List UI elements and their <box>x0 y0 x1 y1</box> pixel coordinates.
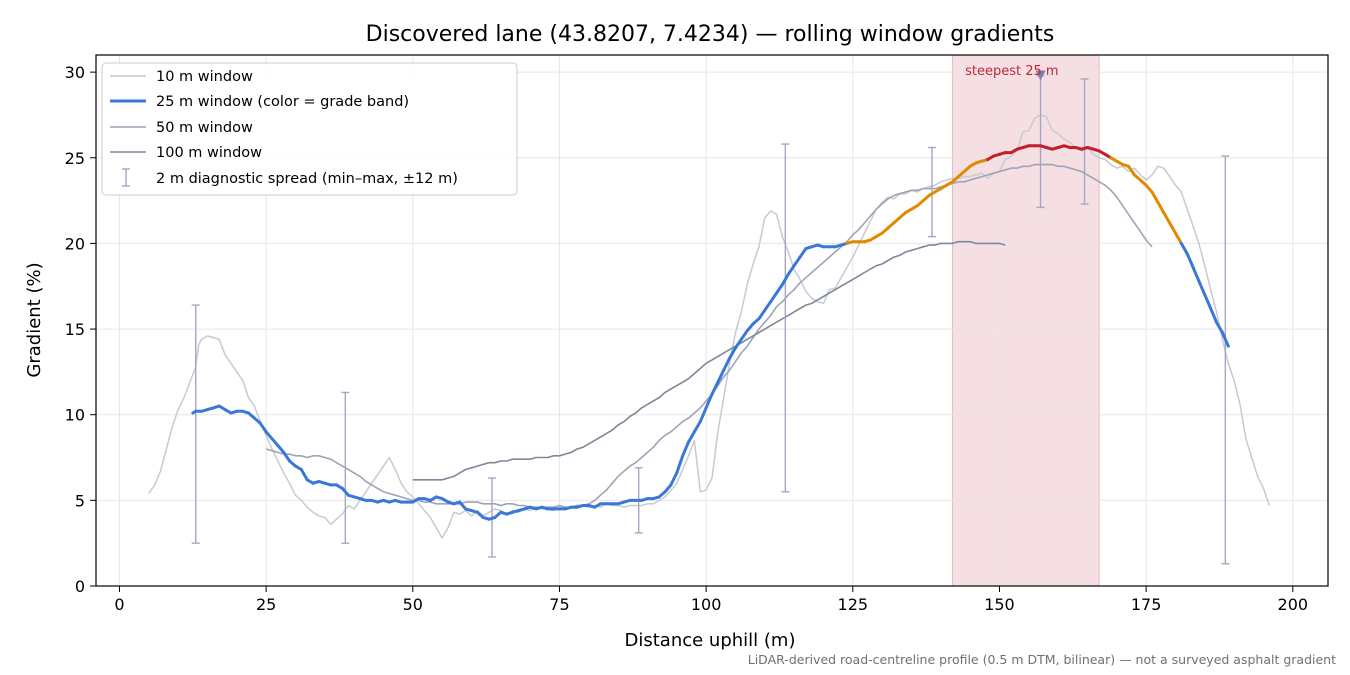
grade-band-segment <box>780 272 790 286</box>
y-axis-ticks: 0 5 10 15 20 25 30 <box>65 63 96 596</box>
grade-band-segment <box>798 247 808 259</box>
grade-band-segment <box>1191 265 1201 283</box>
grade-band-segment <box>786 264 796 276</box>
chart-title: Discovered lane (43.8207, 7.4234) — roll… <box>366 22 1055 47</box>
grade-band-segment <box>264 430 274 441</box>
grade-band-segment <box>276 444 286 454</box>
diagnostic-spread-bar <box>341 391 350 544</box>
x-tick-label: 125 <box>838 595 869 614</box>
grade-band-segment <box>1144 183 1154 194</box>
plot-frame <box>95 54 1329 587</box>
grade-band-segment <box>728 346 737 360</box>
grade-band-segment <box>1127 164 1136 177</box>
grade-band-segment <box>1220 331 1230 348</box>
diagnostic-spread-bar <box>1080 78 1089 205</box>
grade-band-segment <box>1203 293 1213 310</box>
grade-band-segment <box>722 356 732 372</box>
grade-band-segment <box>1162 211 1172 225</box>
x-tick-label: 150 <box>984 595 1015 614</box>
y-tick-label: 20 <box>65 234 85 253</box>
grade-band-segment <box>763 300 773 312</box>
grade-band-segment <box>739 329 749 341</box>
legend-swatch-diag <box>122 168 130 187</box>
plot-area: steepest 25 m <box>95 54 1329 587</box>
grade-band-segment <box>669 471 679 487</box>
grade-band-segment <box>775 283 784 295</box>
grade-band-segment <box>270 437 280 447</box>
grade-band-segment <box>282 450 292 463</box>
steepest-segment-band <box>952 54 1100 587</box>
y-tick-label: 25 <box>65 149 85 168</box>
grade-band-segment <box>716 368 726 384</box>
diagnostic-spread-bar <box>191 304 200 544</box>
grade-band-segment <box>1197 279 1207 297</box>
grade-band-segment <box>675 454 685 475</box>
grade-band-segment <box>299 468 309 482</box>
grade-band-segment <box>1215 320 1224 334</box>
grade-band-segment <box>1156 200 1166 215</box>
y-tick-label: 15 <box>65 320 85 339</box>
grade-band-segment <box>698 406 708 424</box>
legend-label-10m: 10 m window <box>156 69 253 85</box>
grade-band-segment <box>1179 241 1189 256</box>
grade-band-segment <box>258 421 268 434</box>
grade-band-segment <box>1150 190 1160 204</box>
x-tick-label: 50 <box>403 595 423 614</box>
grade-band-segment <box>1185 252 1195 269</box>
x-tick-label: 100 <box>691 595 722 614</box>
grade-band-segment <box>757 308 767 321</box>
y-tick-label: 10 <box>65 406 85 425</box>
x-tick-label: 200 <box>1278 595 1309 614</box>
x-tick-label: 25 <box>256 595 276 614</box>
series-line-100m <box>412 240 1006 481</box>
footnote: LiDAR-derived road-centreline profile (0… <box>748 652 1336 667</box>
grade-band-segment <box>681 440 690 458</box>
x-axis-label: Distance uphill (m) <box>625 630 796 651</box>
legend-label-50m: 50 m window <box>156 120 253 136</box>
grade-band-segment <box>1209 307 1218 324</box>
grade-band-segment <box>458 500 468 511</box>
legend-label-diag: 2 m diagnostic spread (min–max, ±12 m) <box>156 171 458 187</box>
grade-band-segment <box>710 380 720 396</box>
y-tick-label: 30 <box>65 63 85 82</box>
y-axis-label: Gradient (%) <box>24 262 45 377</box>
grade-band-segment <box>687 430 696 444</box>
grade-band-segment <box>745 322 755 333</box>
steepest-marker <box>1035 70 1046 81</box>
x-axis-ticks: 0 25 50 75 100 125 150 175 200 <box>114 586 1308 614</box>
legend-label-100m: 100 m window <box>156 145 262 161</box>
legend: 10 m window 25 m window (color = grade b… <box>101 62 518 196</box>
x-tick-label: 0 <box>114 595 124 614</box>
grade-band-segment <box>734 337 743 350</box>
grade-band-line <box>191 144 1230 521</box>
grade-band-segment <box>1168 221 1177 235</box>
steepest-label: steepest 25 m <box>965 64 1058 79</box>
y-tick-label: 5 <box>75 491 85 510</box>
diagnostic-spread-bar <box>1221 155 1230 565</box>
grade-band-segment <box>1174 231 1183 245</box>
legend-label-25m: 25 m window (color = grade band) <box>156 94 409 110</box>
grade-band-segment <box>769 291 778 304</box>
x-tick-label: 75 <box>549 595 569 614</box>
diagnostic-spread-bar <box>781 143 790 493</box>
y-tick-label: 0 <box>75 577 85 596</box>
grade-band-segment <box>663 483 673 494</box>
grade-band-segment <box>704 392 714 410</box>
grade-band-segment <box>792 255 802 268</box>
grade-band-segment <box>692 420 702 434</box>
x-tick-label: 175 <box>1131 595 1162 614</box>
series-line-10m <box>148 114 1271 539</box>
grade-band-segment <box>340 486 350 497</box>
